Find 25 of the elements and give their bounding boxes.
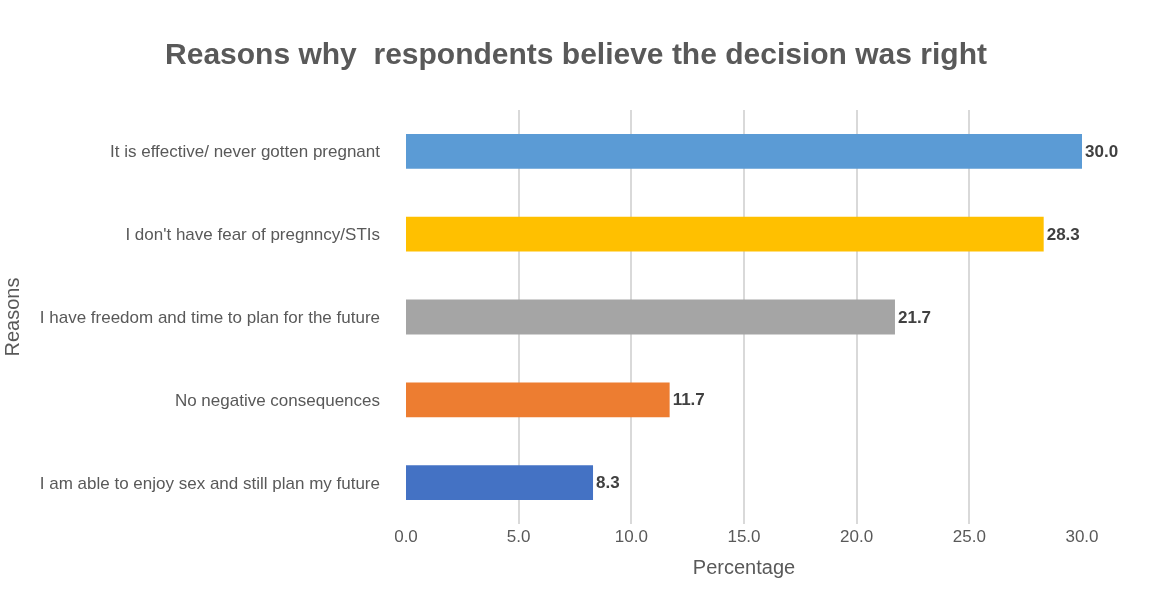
x-axis-title: Percentage	[692, 555, 796, 578]
data-label: 8.3	[596, 473, 620, 493]
x-tick-label: 0.0	[394, 527, 418, 546]
data-label: 28.3	[1046, 224, 1080, 244]
bar	[406, 299, 895, 335]
x-tick-label: 10.0	[614, 527, 648, 546]
data-label: 30.0	[1085, 141, 1119, 161]
bar	[406, 134, 1082, 169]
bar	[406, 216, 1044, 252]
y-tick-label: I have freedom and time to plan for the future	[39, 307, 380, 327]
chart-title: Reasons why respondents believe the decision was right	[165, 36, 987, 70]
x-tick-label: 25.0	[952, 527, 986, 546]
y-tick-label: It is effective/ never gotten pregnant	[110, 142, 381, 162]
data-label: 11.7	[672, 390, 705, 410]
y-tick-label: I am able to enjoy sex and still plan my future	[39, 473, 380, 493]
y-tick-label: I don't have fear of pregnncy/STIs	[125, 225, 380, 245]
y-tick-label: No negative consequences	[174, 390, 380, 410]
x-tick-label: 5.0	[506, 527, 531, 546]
bar	[406, 465, 594, 500]
data-label: 21.7	[897, 307, 932, 327]
x-tick-label: 20.0	[840, 527, 874, 546]
bar	[406, 382, 670, 418]
x-tick-label: 15.0	[727, 527, 761, 546]
x-tick-label: 30.0	[1065, 527, 1099, 546]
y-axis-title: Reasons	[1, 277, 24, 357]
